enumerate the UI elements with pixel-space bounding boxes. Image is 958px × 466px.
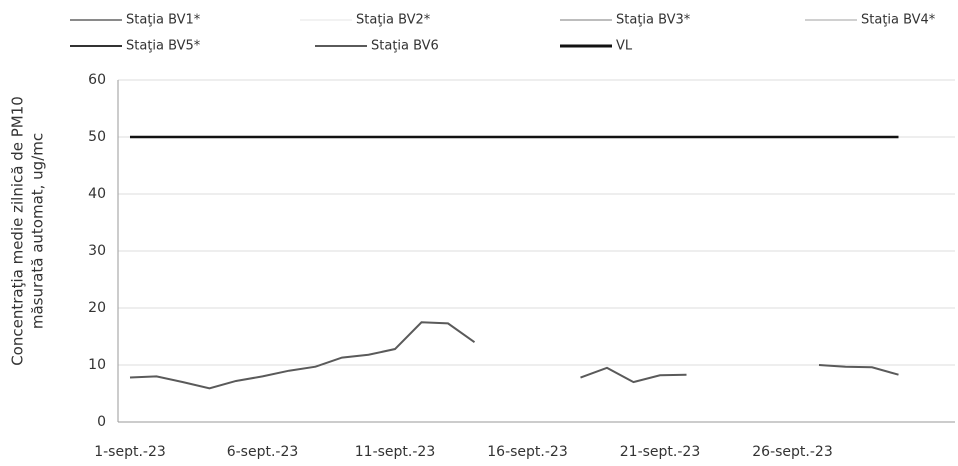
x-tick-label: 21-sept.-23 [620, 444, 700, 460]
y-tick-label: 30 [88, 243, 106, 259]
y-tick-label: 0 [97, 414, 106, 430]
y-axis-label: Concentraţia medie zilnică de PM10 [9, 96, 27, 366]
y-tick-label: 60 [88, 72, 106, 88]
x-tick-label: 11-sept.-23 [355, 444, 435, 460]
y-tick-label: 40 [88, 186, 106, 202]
legend-label: VL [616, 39, 633, 54]
legend-label: Staţia BV2* [356, 13, 431, 28]
y-tick-label: 20 [88, 300, 106, 316]
legend-label: Staţia BV5* [126, 39, 201, 54]
x-tick-label: 1-sept.-23 [94, 444, 166, 460]
x-tick-label: 26-sept.-23 [752, 444, 832, 460]
y-axis-label: măsurată automat, ug/mc [29, 133, 47, 329]
y-tick-label: 10 [88, 357, 106, 373]
series-line [129, 321, 899, 390]
legend-label: Staţia BV6 [371, 39, 439, 54]
y-tick-label: 50 [88, 129, 106, 145]
legend-label: Staţia BV1* [126, 13, 201, 28]
x-tick-label: 16-sept.-23 [487, 444, 567, 460]
x-tick-label: 6-sept.-23 [227, 444, 299, 460]
legend-label: Staţia BV3* [616, 13, 691, 28]
legend-label: Staţia BV4* [861, 13, 936, 28]
